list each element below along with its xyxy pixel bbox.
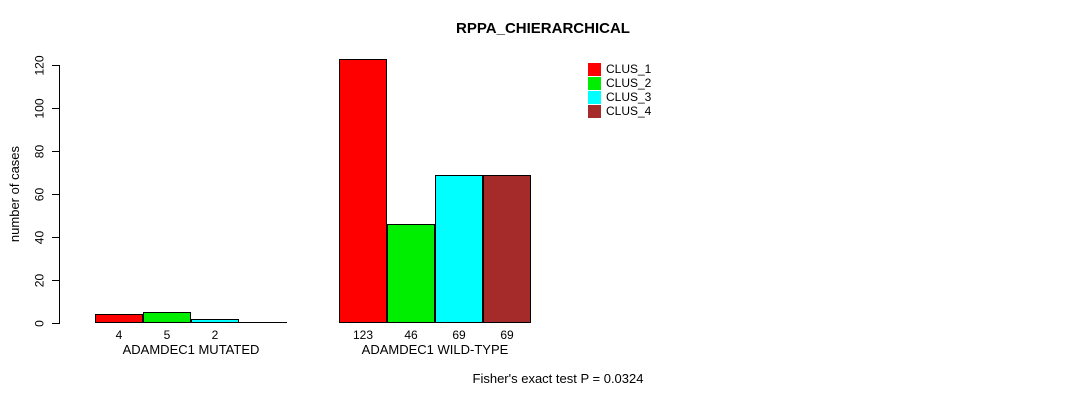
y-axis-tick-label: 120	[32, 55, 47, 76]
bar-clus_2-group2	[387, 224, 435, 323]
y-axis-tick-label: 20	[32, 273, 47, 288]
y-axis-tick-label: 60	[32, 187, 47, 202]
y-axis-tick	[52, 237, 59, 238]
bar-clus_3-group1	[191, 319, 239, 323]
legend-label: CLUS_1	[606, 62, 652, 76]
stat-annotation: Fisher's exact test P = 0.0324	[472, 371, 644, 386]
y-axis-tick-label: 40	[32, 230, 47, 245]
bar-value-label: 5	[163, 328, 171, 342]
bar-value-label: 123	[352, 328, 374, 342]
legend-swatch-clus_1	[588, 63, 601, 76]
legend-swatch-clus_3	[588, 91, 601, 104]
bar-value-label: 69	[500, 328, 514, 342]
bar-clus_4-group1	[239, 322, 287, 323]
bar-clus_1-group1	[95, 314, 143, 323]
chart-title: RPPA_CHIERARCHICAL	[456, 20, 630, 37]
legend-label: CLUS_3	[606, 90, 652, 104]
legend-swatch-clus_4	[588, 105, 601, 118]
bar-value-label: 4	[115, 328, 123, 342]
bar-clus_4-group2	[483, 175, 531, 323]
y-axis-title: number of cases	[7, 145, 22, 243]
x-axis-category-label: ADAMDEC1 MUTATED	[122, 342, 260, 357]
y-axis-tick-label: 0	[32, 320, 47, 327]
legend-label: CLUS_4	[606, 104, 652, 118]
y-axis-tick	[52, 194, 59, 195]
legend-label: CLUS_2	[606, 76, 652, 90]
y-axis-tick-label: 100	[32, 98, 47, 119]
bar-value-label: 46	[404, 328, 418, 342]
y-axis-line	[59, 65, 60, 324]
x-axis-category-label: ADAMDEC1 WILD-TYPE	[361, 342, 509, 357]
y-axis-tick	[52, 108, 59, 109]
bar-value-label: 2	[211, 328, 219, 342]
y-axis-tick	[52, 323, 59, 324]
y-axis-tick	[52, 65, 59, 66]
y-axis-tick	[52, 151, 59, 152]
bar-value-label: 69	[452, 328, 466, 342]
bar-clus_1-group2	[339, 59, 387, 323]
y-axis-tick	[52, 280, 59, 281]
bar-clus_2-group1	[143, 312, 191, 323]
bar-clus_3-group2	[435, 175, 483, 323]
legend-swatch-clus_2	[588, 77, 601, 90]
y-axis-tick-label: 80	[32, 144, 47, 159]
